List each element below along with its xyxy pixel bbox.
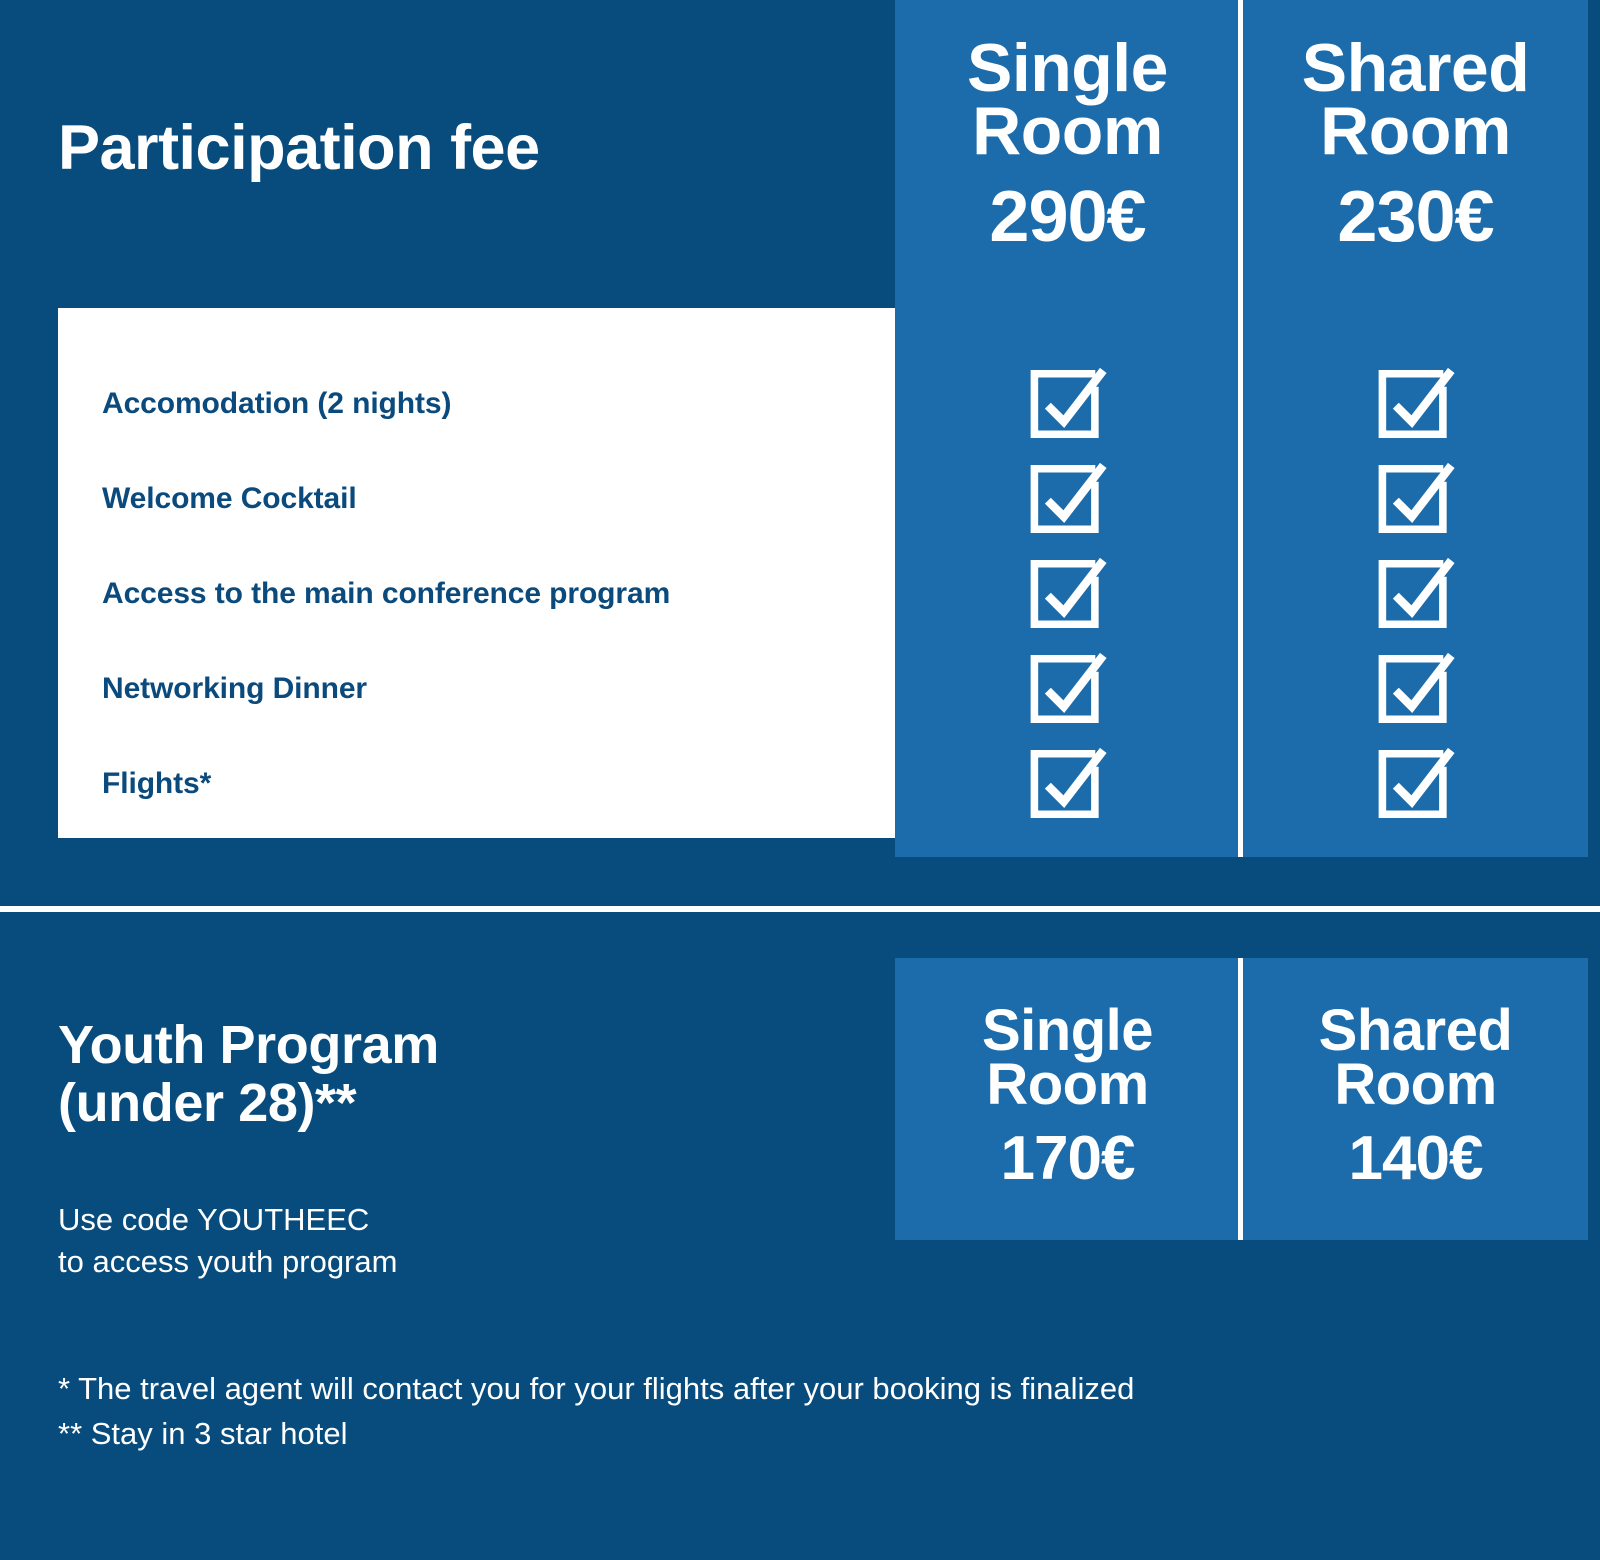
youth-room-type-label-single: Single Room [981, 998, 1154, 1117]
checkbox-cell [1243, 546, 1588, 641]
checkbox-checked-icon [1030, 367, 1107, 438]
checkbox-cell [1243, 736, 1588, 831]
youth-price-header-shared: Shared Room 140€ [1243, 958, 1588, 1240]
footnotes: * The travel agent will contact you for … [58, 1367, 1134, 1457]
footnote-single-asterisk: * The travel agent will contact you for … [58, 1371, 1135, 1406]
checkbox-cell [895, 356, 1240, 451]
checkbox-cell [895, 451, 1240, 546]
checkbox-checked-icon [1378, 652, 1455, 723]
checkbox-checked-icon [1378, 367, 1455, 438]
price-header-single: Single Room 290€ [895, 0, 1240, 295]
room-type-label-shared: Shared Room [1301, 29, 1530, 169]
checkbox-cell [895, 736, 1240, 831]
price-value-single: 290€ [989, 177, 1146, 258]
feature-list-card: Accomodation (2 nights) Welcome Cocktail… [58, 308, 895, 838]
youth-price-panel-shared: Shared Room 140€ [1243, 958, 1588, 1240]
checkbox-checked-icon [1030, 462, 1107, 533]
price-header-shared: Shared Room 230€ [1243, 0, 1588, 295]
checkbox-cell [895, 546, 1240, 641]
checkbox-cell [1243, 641, 1588, 736]
section-divider [0, 906, 1600, 912]
price-column-panel-shared: Shared Room 230€ [1243, 0, 1588, 857]
list-item: Flights* [102, 766, 212, 800]
youth-room-type-label-shared: Shared Room [1318, 998, 1513, 1117]
column-divider [1238, 0, 1243, 857]
list-item: Accomodation (2 nights) [102, 386, 452, 420]
price-value-shared: 230€ [1337, 177, 1494, 258]
checkbox-cell [1243, 356, 1588, 451]
checkbox-checked-icon [1378, 557, 1455, 628]
list-item: Welcome Cocktail [102, 481, 357, 515]
checkbox-checked-icon [1378, 462, 1455, 533]
checkbox-checked-icon [1030, 652, 1107, 723]
checkbox-cell [895, 641, 1240, 736]
participation-fee-section: Single Room 290€ Shared Room 230€ Partic… [58, 0, 1588, 857]
room-type-label-single: Single Room [966, 29, 1169, 169]
page-title: Participation fee [58, 113, 540, 183]
youth-promo-code-note: Use code YOUTHEEC to access youth progra… [58, 1202, 398, 1279]
checkmark-column-shared [1243, 308, 1588, 838]
checkbox-checked-icon [1378, 747, 1455, 818]
list-item: Networking Dinner [102, 671, 367, 705]
youth-program-title: Youth Program (under 28)** [58, 1015, 439, 1133]
checkmark-column-single [895, 308, 1240, 838]
price-column-panel-single: Single Room 290€ [895, 0, 1240, 857]
feature-list: Accomodation (2 nights) Welcome Cocktail… [102, 356, 862, 831]
footnote-double-asterisk: ** Stay in 3 star hotel [58, 1415, 348, 1451]
youth-price-value-shared: 140€ [1348, 1123, 1484, 1193]
checkbox-cell [1243, 451, 1588, 546]
youth-column-divider [1238, 958, 1243, 1240]
youth-price-header-single: Single Room 170€ [895, 958, 1240, 1240]
checkbox-checked-icon [1030, 747, 1107, 818]
checkbox-checked-icon [1030, 557, 1107, 628]
youth-program-section: Single Room 170€ Shared Room 140€ Youth … [0, 912, 1600, 1560]
list-item: Access to the main conference program [102, 576, 671, 610]
youth-price-value-single: 170€ [1000, 1123, 1136, 1193]
youth-price-panel-single: Single Room 170€ [895, 958, 1240, 1240]
